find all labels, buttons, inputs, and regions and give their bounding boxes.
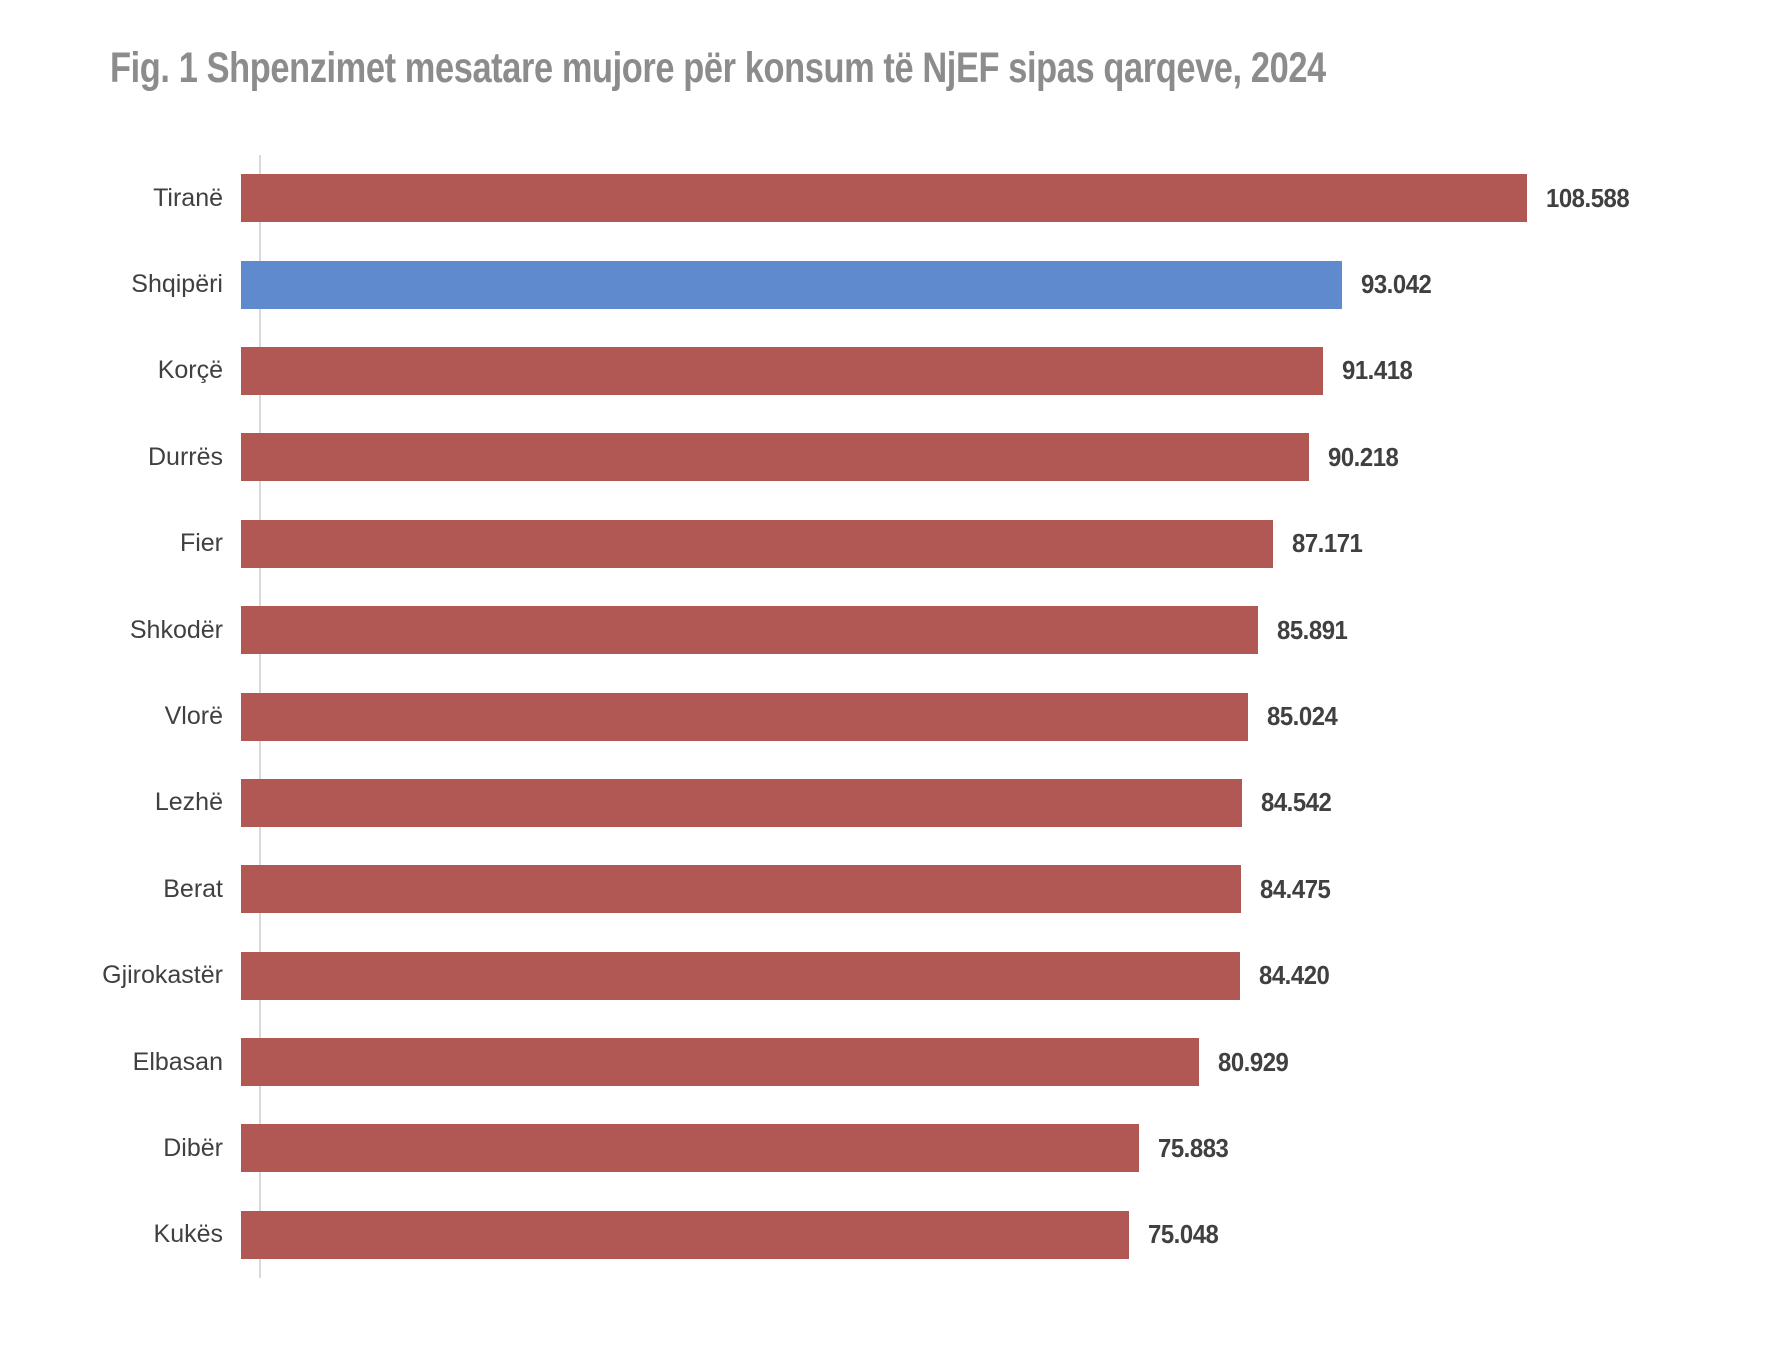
bar-row: Shqipëri 93.042: [0, 241, 1780, 327]
plot-row-area: 85.891: [241, 587, 1780, 673]
bar-row: Elbasan 80.929: [0, 1019, 1780, 1105]
value-label: 93.042: [1361, 269, 1432, 300]
bar: [241, 951, 1241, 1000]
chart-title: Fig. 1 Shpenzimet mesatare mujore për ko…: [110, 44, 1326, 92]
plot-row-area: 87.171: [241, 501, 1780, 587]
value-label: 75.048: [1148, 1219, 1219, 1250]
bar: [241, 692, 1248, 741]
category-label: Dibër: [163, 1133, 223, 1162]
category-label: Lezhë: [154, 788, 223, 817]
plot-row-area: 84.420: [241, 933, 1780, 1019]
plot-row-area: 90.218: [241, 414, 1780, 500]
plot-row-area: 75.883: [241, 1105, 1780, 1191]
bar: [241, 865, 1242, 914]
plot-row-area: 108.588: [241, 155, 1780, 241]
bar: [241, 1124, 1140, 1173]
category-label: Berat: [163, 874, 223, 903]
value-label: 84.420: [1259, 960, 1330, 991]
category-label: Tiranë: [153, 183, 223, 212]
category-label: Elbasan: [132, 1047, 223, 1076]
category-label: Korçë: [157, 356, 223, 385]
plot-row-area: 91.418: [241, 328, 1780, 414]
plot-row-area: 75.048: [241, 1192, 1780, 1278]
value-label: 90.218: [1328, 441, 1399, 472]
plot-row-area: 85.024: [241, 673, 1780, 759]
bar: [241, 778, 1242, 827]
value-label: 84.542: [1260, 787, 1332, 818]
value-label: 85.891: [1276, 614, 1348, 645]
category-label: Durrës: [147, 442, 223, 471]
bar: [241, 346, 1324, 395]
bar: [241, 174, 1527, 223]
bar-row: Vlorë 85.024: [0, 673, 1780, 759]
bar-row: Gjirokastër 84.420: [0, 933, 1780, 1019]
category-label: Fier: [179, 529, 223, 558]
bar: [241, 606, 1258, 655]
value-label: 80.929: [1218, 1046, 1289, 1077]
bar-row: Dibër 75.883: [0, 1105, 1780, 1191]
bar: [241, 433, 1310, 482]
bar: [241, 1210, 1130, 1259]
bar: [241, 1038, 1200, 1087]
value-label: 91.418: [1342, 355, 1413, 386]
value-label: 75.883: [1158, 1132, 1229, 1163]
value-label: 87.171: [1291, 528, 1363, 559]
bar-highlighted: [241, 260, 1343, 309]
plot-row-area: 80.929: [241, 1019, 1780, 1105]
category-label: Shqipëri: [131, 270, 223, 299]
bar: [241, 519, 1273, 568]
category-label: Gjirokastër: [102, 961, 223, 990]
bar-row: Fier 87.171: [0, 501, 1780, 587]
value-label: 84.475: [1260, 873, 1331, 904]
bar-row: Durrës 90.218: [0, 414, 1780, 500]
bar-row: Korçë 91.418: [0, 328, 1780, 414]
value-label: 108.588: [1545, 182, 1630, 213]
category-label: Shkodër: [129, 615, 223, 644]
plot-row-area: 93.042: [241, 241, 1780, 327]
bar-row: Kukës 75.048: [0, 1192, 1780, 1278]
plot-row-area: 84.542: [241, 760, 1780, 846]
plot-row-area: 84.475: [241, 846, 1780, 932]
category-label: Kukës: [153, 1220, 223, 1249]
bar-row: Shkodër 85.891: [0, 587, 1780, 673]
bar-chart-plot-area: Tiranë 108.588 Shqipëri 93.042 Korçë 91.418 Du…: [0, 155, 1780, 1278]
bar-row: Lezhë 84.542: [0, 760, 1780, 846]
value-label: 85.024: [1266, 701, 1338, 732]
bar-row: Berat 84.475: [0, 846, 1780, 932]
category-label: Vlorë: [164, 702, 223, 731]
bar-row: Tiranë 108.588: [0, 155, 1780, 241]
